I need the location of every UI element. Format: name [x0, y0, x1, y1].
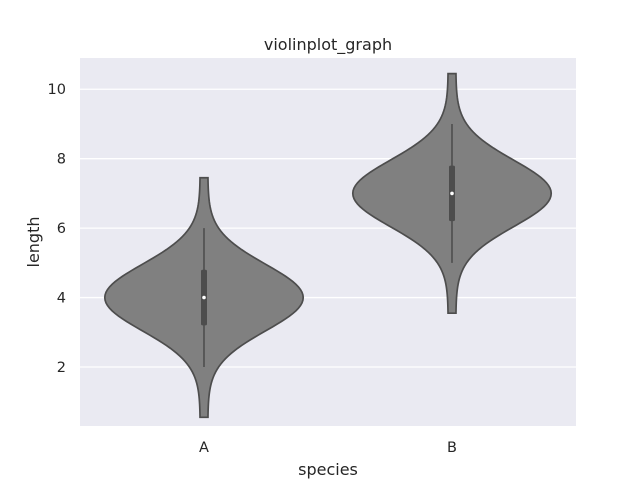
y-tick-label-2: 2: [57, 360, 66, 376]
plot-background: [80, 58, 576, 426]
y-tick-label-10: 10: [48, 82, 66, 98]
y-axis-label: length: [24, 217, 43, 268]
y-tick-labels: 2 4 6 8 10: [48, 82, 66, 376]
y-tick-label-8: 8: [57, 152, 66, 168]
violins: [103, 72, 553, 419]
violin-median-A: [202, 295, 206, 300]
x-axis-label: species: [298, 460, 358, 479]
y-tick-label-4: 4: [57, 291, 66, 307]
x-tick-label-B: B: [447, 440, 457, 456]
chart-title: violinplot_graph: [264, 35, 392, 55]
violin-median-B: [450, 191, 454, 196]
x-tick-label-A: A: [199, 440, 209, 456]
y-tick-label-6: 6: [57, 221, 66, 237]
